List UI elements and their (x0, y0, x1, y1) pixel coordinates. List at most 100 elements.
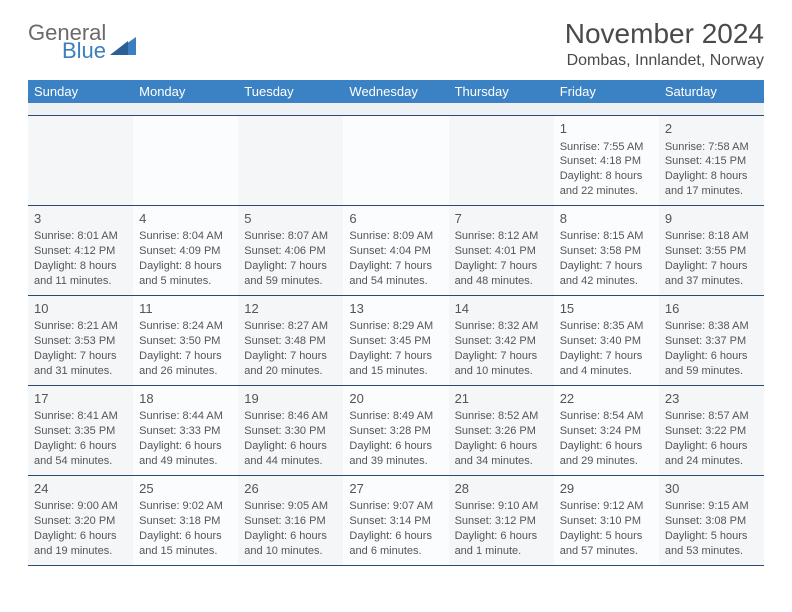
day-number: 1 (560, 120, 653, 138)
day-header: Wednesday (343, 80, 448, 103)
daylight1-text: Daylight: 6 hours (349, 439, 442, 454)
sunset-text: Sunset: 4:15 PM (665, 154, 758, 169)
sunset-text: Sunset: 3:12 PM (455, 514, 548, 529)
day-number: 22 (560, 390, 653, 408)
sunrise-text: Sunrise: 9:15 AM (665, 499, 758, 514)
sunrise-text: Sunrise: 8:18 AM (665, 229, 758, 244)
sunrise-text: Sunrise: 9:00 AM (34, 499, 127, 514)
daylight2-text: and 6 minutes. (349, 544, 442, 559)
daylight2-text: and 29 minutes. (560, 454, 653, 469)
sunset-text: Sunset: 4:18 PM (560, 154, 653, 169)
daylight1-text: Daylight: 7 hours (560, 259, 653, 274)
day-cell: 13Sunrise: 8:29 AMSunset: 3:45 PMDayligh… (343, 296, 448, 385)
daylight2-text: and 49 minutes. (139, 454, 232, 469)
empty-cell (238, 116, 343, 205)
sunrise-text: Sunrise: 8:07 AM (244, 229, 337, 244)
day-number: 28 (455, 480, 548, 498)
daylight1-text: Daylight: 7 hours (34, 349, 127, 364)
day-header: Friday (554, 80, 659, 103)
sunset-text: Sunset: 4:04 PM (349, 244, 442, 259)
daylight1-text: Daylight: 6 hours (455, 439, 548, 454)
sunset-text: Sunset: 4:06 PM (244, 244, 337, 259)
daylight1-text: Daylight: 6 hours (455, 529, 548, 544)
day-cell: 7Sunrise: 8:12 AMSunset: 4:01 PMDaylight… (449, 206, 554, 295)
daylight2-text: and 54 minutes. (34, 454, 127, 469)
daylight2-text: and 54 minutes. (349, 274, 442, 289)
daylight2-text: and 17 minutes. (665, 184, 758, 199)
calendar-body: 1Sunrise: 7:55 AMSunset: 4:18 PMDaylight… (28, 116, 764, 566)
daylight2-text: and 31 minutes. (34, 364, 127, 379)
logo-line2: Blue (62, 40, 106, 62)
daylight2-text: and 57 minutes. (560, 544, 653, 559)
week-row: 3Sunrise: 8:01 AMSunset: 4:12 PMDaylight… (28, 206, 764, 296)
logo-text: General Blue (28, 22, 106, 62)
daylight2-text: and 10 minutes. (244, 544, 337, 559)
daylight2-text: and 24 minutes. (665, 454, 758, 469)
daylight1-text: Daylight: 7 hours (244, 349, 337, 364)
week-row: 24Sunrise: 9:00 AMSunset: 3:20 PMDayligh… (28, 476, 764, 566)
day-number: 13 (349, 300, 442, 318)
sunrise-text: Sunrise: 8:38 AM (665, 319, 758, 334)
sunset-text: Sunset: 3:55 PM (665, 244, 758, 259)
daylight2-text: and 48 minutes. (455, 274, 548, 289)
sunrise-text: Sunrise: 9:12 AM (560, 499, 653, 514)
day-cell: 14Sunrise: 8:32 AMSunset: 3:42 PMDayligh… (449, 296, 554, 385)
sunrise-text: Sunrise: 8:49 AM (349, 409, 442, 424)
day-cell: 19Sunrise: 8:46 AMSunset: 3:30 PMDayligh… (238, 386, 343, 475)
day-number: 21 (455, 390, 548, 408)
daylight2-text: and 15 minutes. (139, 544, 232, 559)
day-cell: 29Sunrise: 9:12 AMSunset: 3:10 PMDayligh… (554, 476, 659, 565)
day-header: Tuesday (238, 80, 343, 103)
daylight2-text: and 4 minutes. (560, 364, 653, 379)
day-number: 19 (244, 390, 337, 408)
daylight1-text: Daylight: 7 hours (139, 349, 232, 364)
sunrise-text: Sunrise: 8:04 AM (139, 229, 232, 244)
day-number: 18 (139, 390, 232, 408)
daylight1-text: Daylight: 6 hours (665, 349, 758, 364)
day-cell: 26Sunrise: 9:05 AMSunset: 3:16 PMDayligh… (238, 476, 343, 565)
day-number: 24 (34, 480, 127, 498)
day-number: 23 (665, 390, 758, 408)
daylight2-text: and 10 minutes. (455, 364, 548, 379)
daylight1-text: Daylight: 5 hours (665, 529, 758, 544)
sunset-text: Sunset: 3:16 PM (244, 514, 337, 529)
sunset-text: Sunset: 3:22 PM (665, 424, 758, 439)
day-cell: 4Sunrise: 8:04 AMSunset: 4:09 PMDaylight… (133, 206, 238, 295)
day-cell: 6Sunrise: 8:09 AMSunset: 4:04 PMDaylight… (343, 206, 448, 295)
daylight1-text: Daylight: 5 hours (560, 529, 653, 544)
daylight2-text: and 22 minutes. (560, 184, 653, 199)
daylight1-text: Daylight: 8 hours (139, 259, 232, 274)
daylight1-text: Daylight: 7 hours (349, 259, 442, 274)
day-number: 8 (560, 210, 653, 228)
sunset-text: Sunset: 3:42 PM (455, 334, 548, 349)
daylight2-text: and 15 minutes. (349, 364, 442, 379)
sunrise-text: Sunrise: 8:44 AM (139, 409, 232, 424)
daylight1-text: Daylight: 8 hours (665, 169, 758, 184)
day-cell: 18Sunrise: 8:44 AMSunset: 3:33 PMDayligh… (133, 386, 238, 475)
week-row: 10Sunrise: 8:21 AMSunset: 3:53 PMDayligh… (28, 296, 764, 386)
sunset-text: Sunset: 4:12 PM (34, 244, 127, 259)
sunrise-text: Sunrise: 8:24 AM (139, 319, 232, 334)
sunset-text: Sunset: 3:37 PM (665, 334, 758, 349)
day-number: 16 (665, 300, 758, 318)
sunrise-text: Sunrise: 9:05 AM (244, 499, 337, 514)
sunrise-text: Sunrise: 8:57 AM (665, 409, 758, 424)
day-number: 12 (244, 300, 337, 318)
day-header-row: Sunday Monday Tuesday Wednesday Thursday… (28, 80, 764, 103)
day-cell: 21Sunrise: 8:52 AMSunset: 3:26 PMDayligh… (449, 386, 554, 475)
sunrise-text: Sunrise: 8:21 AM (34, 319, 127, 334)
sunrise-text: Sunrise: 8:52 AM (455, 409, 548, 424)
day-header: Saturday (659, 80, 764, 103)
day-cell: 27Sunrise: 9:07 AMSunset: 3:14 PMDayligh… (343, 476, 448, 565)
day-cell: 25Sunrise: 9:02 AMSunset: 3:18 PMDayligh… (133, 476, 238, 565)
sunset-text: Sunset: 3:18 PM (139, 514, 232, 529)
day-number: 10 (34, 300, 127, 318)
sunrise-text: Sunrise: 8:01 AM (34, 229, 127, 244)
day-header: Sunday (28, 80, 133, 103)
sunset-text: Sunset: 3:45 PM (349, 334, 442, 349)
day-cell: 1Sunrise: 7:55 AMSunset: 4:18 PMDaylight… (554, 116, 659, 205)
sunrise-text: Sunrise: 8:41 AM (34, 409, 127, 424)
sunset-text: Sunset: 3:50 PM (139, 334, 232, 349)
day-cell: 23Sunrise: 8:57 AMSunset: 3:22 PMDayligh… (659, 386, 764, 475)
logo: General Blue (28, 22, 136, 62)
